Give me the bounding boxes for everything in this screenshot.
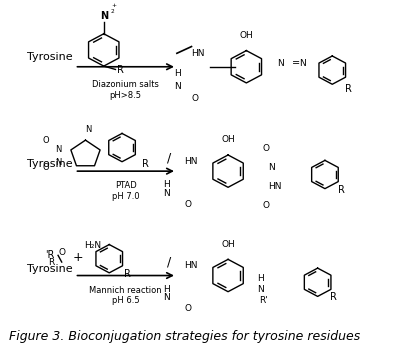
Text: H: H	[174, 69, 180, 78]
Text: H₂N: H₂N	[84, 241, 101, 250]
Text: O: O	[58, 248, 65, 257]
Text: O: O	[263, 144, 270, 153]
Text: R: R	[124, 269, 131, 279]
Text: N: N	[163, 293, 170, 302]
Text: O: O	[42, 163, 49, 172]
Text: OH: OH	[221, 240, 235, 249]
Text: HN: HN	[191, 49, 205, 58]
Text: +: +	[73, 251, 83, 264]
Text: PTAD
pH 7.0: PTAD pH 7.0	[112, 181, 139, 201]
Text: HN: HN	[184, 157, 198, 166]
Text: N: N	[257, 285, 264, 293]
Text: N: N	[55, 145, 62, 154]
Text: $_2^+$: $_2^+$	[110, 2, 118, 16]
Text: O: O	[184, 200, 191, 209]
Text: OH: OH	[221, 135, 235, 144]
Text: Figure 3. Bioconjugation strategies for tyrosine residues: Figure 3. Bioconjugation strategies for …	[9, 330, 360, 343]
Text: N: N	[299, 59, 306, 68]
Text: HN: HN	[268, 182, 282, 191]
Text: N: N	[85, 125, 92, 134]
Text: O: O	[192, 94, 199, 103]
Text: N: N	[174, 82, 180, 92]
Text: N: N	[163, 188, 170, 198]
Text: R: R	[330, 292, 337, 303]
Text: R: R	[345, 84, 352, 94]
Text: R: R	[117, 65, 124, 75]
Text: O: O	[42, 136, 49, 145]
Text: R: R	[48, 258, 54, 266]
Text: O: O	[184, 304, 191, 313]
Text: H: H	[257, 274, 264, 283]
Text: /: /	[167, 256, 172, 269]
Text: R': R'	[259, 296, 268, 305]
Text: Tyrosine: Tyrosine	[27, 52, 73, 62]
Text: O: O	[263, 201, 270, 211]
Text: =: =	[292, 58, 300, 68]
Text: /: /	[167, 151, 172, 164]
Text: Diazonium salts
pH>8.5: Diazonium salts pH>8.5	[92, 80, 159, 100]
Text: 'R: 'R	[45, 250, 54, 260]
Text: R: R	[338, 185, 345, 195]
Text: N: N	[268, 163, 275, 172]
Text: Tyrosine: Tyrosine	[27, 264, 73, 274]
Text: N: N	[55, 158, 62, 167]
Text: OH: OH	[240, 31, 253, 40]
Text: Tyrosine: Tyrosine	[27, 159, 73, 170]
Text: Mannich reaction
pH 6.5: Mannich reaction pH 6.5	[90, 286, 162, 305]
Text: N: N	[100, 11, 108, 21]
Text: N: N	[277, 59, 284, 68]
Text: H: H	[163, 285, 170, 293]
Text: R: R	[142, 159, 149, 170]
Text: H: H	[163, 180, 170, 189]
Text: HN: HN	[184, 261, 198, 270]
